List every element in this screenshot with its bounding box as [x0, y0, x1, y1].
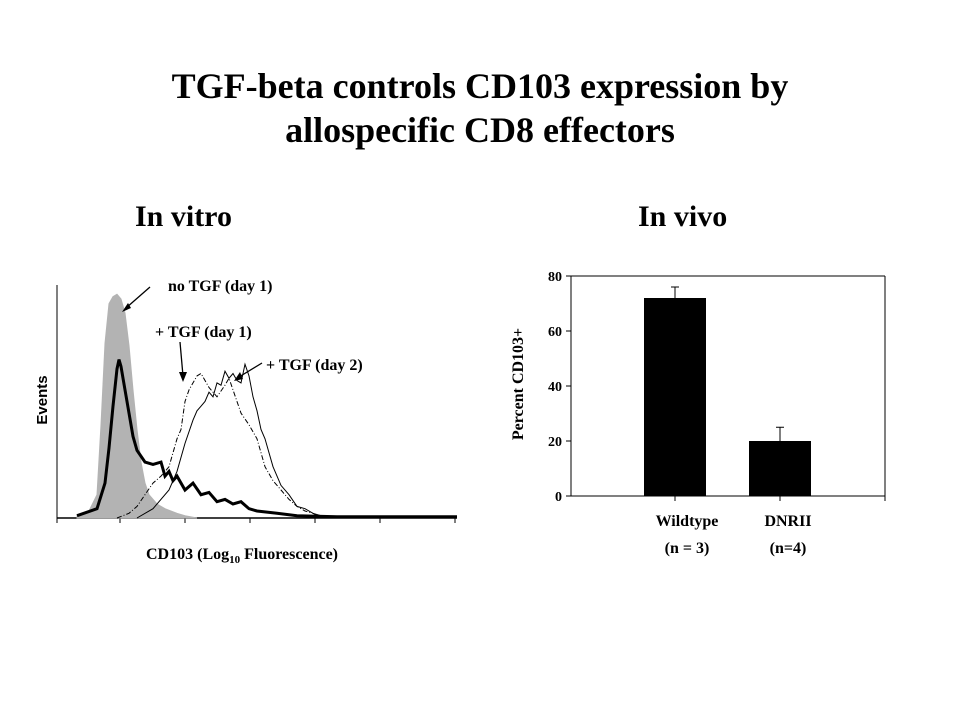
- histogram-plot: no TGF (day 1) + TGF (day 1) + TGF (day …: [34, 278, 457, 566]
- arrow-tgf-day1: [179, 341, 184, 377]
- histogram-series-2: [116, 372, 322, 519]
- bar-category-sublabel: (n = 3): [665, 540, 710, 557]
- bar-y-tick-label: 20: [548, 435, 562, 450]
- chart-title-line1: TGF-beta controls CD103 expression by: [171, 66, 789, 106]
- annotation-tgf-day2: + TGF (day 2): [266, 357, 363, 374]
- bar-y-tick-label: 60: [548, 325, 562, 340]
- bar-plot: 0 20 40 60 80 Percent CD103+ Wildtype (n = 3…: [510, 270, 886, 557]
- arrow-head-no-tgf: [122, 303, 131, 312]
- histogram-series-3: [136, 362, 330, 519]
- bar-category-label: DNRII: [764, 513, 811, 530]
- bar-y-tick-label: 40: [548, 380, 562, 395]
- arrow-tgf-day2: [238, 362, 263, 378]
- right-panel-title: In vivo: [638, 200, 728, 233]
- bar-dnrii: [749, 441, 811, 496]
- histogram-series-1: [76, 359, 457, 519]
- hist-x-axis-label: CD103 (Log10 Fluorescence): [146, 546, 338, 566]
- bar-y-tick-label: 0: [555, 490, 562, 505]
- arrow-head-tgf-day2: [234, 372, 243, 381]
- annotation-no-tgf: no TGF (day 1): [168, 278, 272, 295]
- arrow-head-tgf-day1: [179, 372, 187, 382]
- xlabel-subscript: 10: [229, 554, 241, 566]
- hist-y-axis-label: Events: [34, 375, 51, 424]
- bar-y-tick-label: 80: [548, 270, 562, 285]
- annotation-tgf-day1: + TGF (day 1): [155, 324, 252, 341]
- xlabel-main: CD103 (Log: [146, 546, 229, 563]
- arrow-no-tgf: [125, 286, 151, 309]
- bar-wildtype: [644, 298, 706, 496]
- left-panel-title: In vitro: [135, 200, 232, 233]
- xlabel-tail: Fluorescence): [240, 546, 338, 563]
- bar-category-label: Wildtype: [656, 513, 719, 530]
- bar-category-sublabel: (n=4): [770, 540, 807, 557]
- bar-y-axis-label: Percent CD103+: [510, 328, 527, 440]
- chart-title-line2: allospecific CD8 effectors: [285, 110, 675, 150]
